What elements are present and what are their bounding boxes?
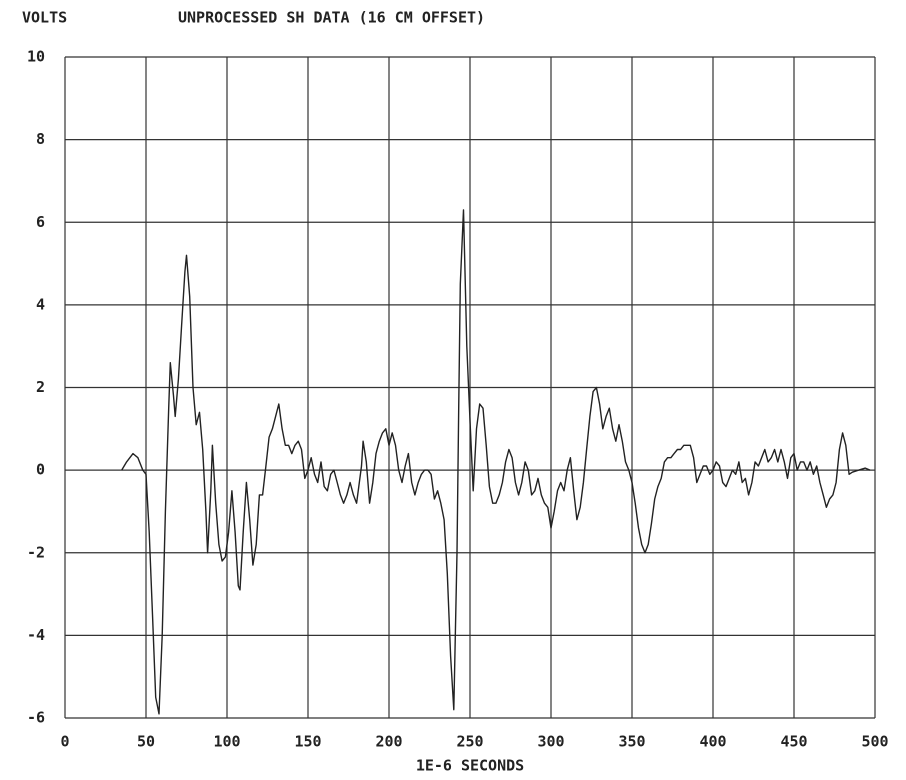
- y-tick-label: 8: [36, 130, 45, 148]
- y-tick-label: 4: [36, 295, 45, 313]
- y-tick-label: 0: [36, 461, 45, 479]
- y-tick-label: -4: [27, 626, 45, 644]
- x-tick-label: 50: [137, 733, 155, 751]
- x-tick-label: 250: [456, 733, 483, 751]
- x-tick-label: 0: [60, 733, 69, 751]
- x-tick-label: 100: [213, 733, 240, 751]
- y-tick-label: 2: [36, 378, 45, 396]
- x-tick-label: 450: [780, 733, 807, 751]
- x-axis-label: 1E-6 SECONDS: [416, 757, 524, 775]
- y-tick-label: -2: [27, 543, 45, 561]
- chart-title: UNPROCESSED SH DATA (16 CM OFFSET): [178, 9, 485, 27]
- x-tick-label: 200: [375, 733, 402, 751]
- x-tick-label: 150: [294, 733, 321, 751]
- y-tick-label: 10: [27, 48, 45, 66]
- y-axis-label: VOLTS: [22, 9, 67, 27]
- x-tick-label: 400: [699, 733, 726, 751]
- x-tick-label: 300: [537, 733, 564, 751]
- x-tick-label: 500: [861, 733, 888, 751]
- y-tick-label: 6: [36, 213, 45, 231]
- x-tick-label: 350: [618, 733, 645, 751]
- y-tick-label: -6: [27, 709, 45, 727]
- data-line: [121, 209, 871, 715]
